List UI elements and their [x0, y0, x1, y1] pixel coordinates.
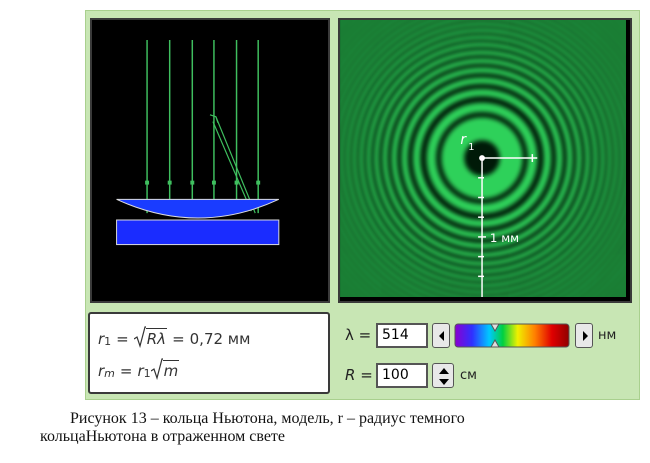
wavelength-input[interactable]: 514: [376, 323, 428, 348]
index: 1: [104, 335, 112, 348]
factor-symbol: r: [137, 362, 144, 380]
reflected-rays: [209, 114, 256, 214]
wavelength-decrease[interactable]: [432, 323, 450, 348]
equals: =: [116, 330, 129, 348]
index: m: [104, 367, 115, 380]
radius-index: 1: [468, 142, 474, 153]
scale-label: 1 мм: [490, 231, 519, 245]
equals: =: [172, 330, 185, 348]
bright-ring: [340, 20, 625, 298]
curvature-unit: см: [460, 368, 477, 383]
wavelength-slider[interactable]: [454, 323, 570, 348]
ring-pattern: [340, 20, 626, 298]
interference-rings: r 1 1 мм: [338, 18, 632, 303]
square-root: Rλ: [133, 326, 168, 348]
scale-axes: [478, 154, 538, 298]
factor-index: 1: [143, 367, 151, 380]
root-sign: [133, 326, 146, 348]
radicand: Rλ: [145, 328, 168, 348]
curvature-input[interactable]: 100: [376, 363, 428, 388]
caption-line: Рисунок 13 – кольца Ньютона, модель, r –…: [70, 410, 465, 427]
curvature-label: R =: [345, 366, 373, 384]
wavelength-label: λ =: [345, 326, 372, 344]
symbol: r: [98, 330, 105, 348]
radicand: m: [162, 360, 180, 380]
result: 0,72 мм: [189, 330, 251, 348]
lens: [116, 198, 280, 219]
center-point: [479, 155, 485, 161]
radius-symbol: r: [460, 132, 467, 148]
caption: Рисунок 13 – кольца Ньютона, модель, r –…: [0, 410, 650, 446]
caption-line: кольцаНьютона в отраженном свете: [40, 428, 286, 445]
curvature-label-text: R =: [345, 366, 373, 384]
glass-plate: [116, 219, 280, 246]
root-sign: [150, 358, 163, 380]
curvature-spinner[interactable]: [432, 363, 454, 388]
square-root: m: [150, 358, 180, 380]
ray-markers: [145, 180, 261, 185]
optical-scheme: [90, 18, 330, 303]
wavelength-unit: нм: [598, 328, 617, 343]
equals: =: [119, 362, 133, 380]
wavelength-increase[interactable]: [575, 323, 593, 348]
symbol: r: [98, 362, 105, 380]
